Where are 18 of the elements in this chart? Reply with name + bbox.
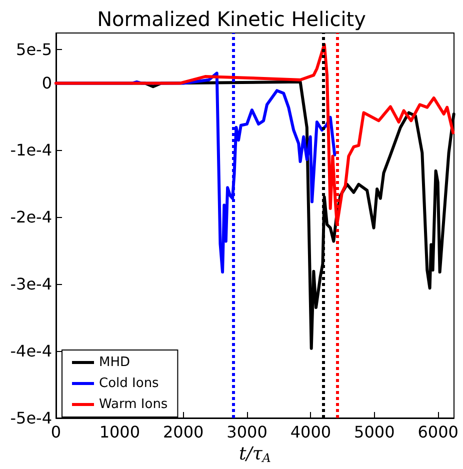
y-tick-label: -1e-4 [10, 140, 52, 160]
x-tick-label: 5000 [354, 422, 395, 442]
x-tick-label: 3000 [226, 422, 268, 442]
y-tick-label: 0 [42, 74, 52, 93]
chart-title: Normalized Kinetic Helicity [97, 7, 366, 31]
legend-label: Cold Ions [99, 376, 160, 391]
x-tick-label: 1000 [99, 422, 140, 442]
y-tick-label: -3e-4 [10, 274, 52, 294]
legend-label: Warm Ions [99, 397, 168, 412]
y-tick-label: -2e-4 [10, 208, 52, 227]
x-tick-label: 4000 [290, 422, 332, 442]
y-tick-label: 5e-5 [16, 40, 52, 60]
y-tick-label: -4e-4 [10, 342, 52, 361]
y-tick-label: -5e-4 [10, 408, 52, 428]
x-tick-label: 2000 [163, 422, 204, 442]
x-tick-label: 6000 [418, 422, 458, 442]
legend-label: MHD [99, 355, 130, 370]
x-axis-title: t/τA [239, 444, 272, 465]
